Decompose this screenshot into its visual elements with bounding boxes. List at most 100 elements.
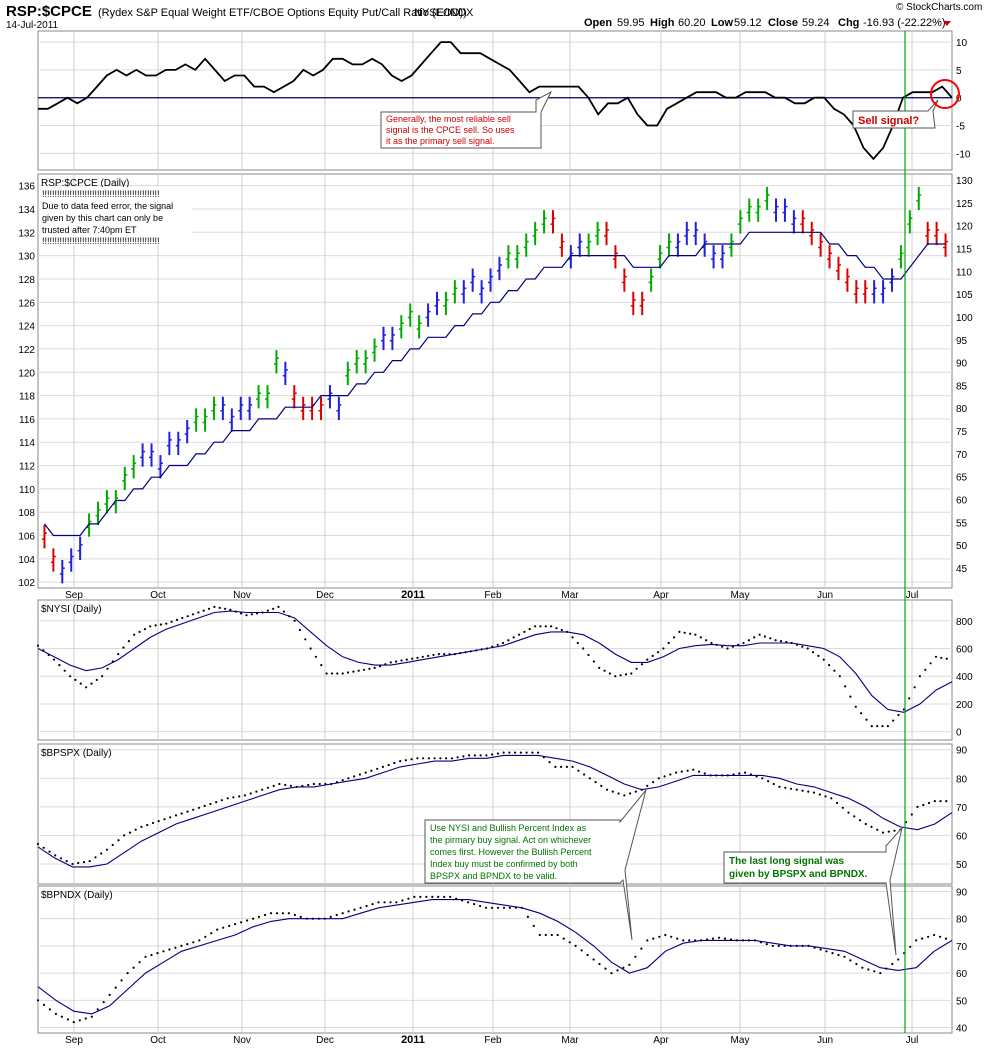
series-point-bpndx	[257, 915, 261, 919]
series-point-bpspx	[876, 828, 879, 831]
series-point-nysi	[678, 630, 681, 634]
y-tick-label-bpndx: 80	[956, 915, 968, 926]
series-point-bpspx	[560, 765, 563, 769]
series-point-bpspx	[65, 860, 68, 863]
series-point-nysi	[828, 664, 831, 667]
series-point-nysi	[683, 631, 686, 634]
x-tick-label: Jun	[817, 1035, 833, 1046]
series-point-nysi	[63, 669, 66, 672]
series-point-nysi	[673, 636, 676, 639]
series-point-bpspx	[410, 758, 413, 761]
series-point-bpndx	[598, 962, 601, 966]
series-point-bpndx	[192, 941, 195, 944]
x-tick-label: Mar	[561, 1035, 579, 1046]
series-point-nysi	[432, 653, 435, 657]
series-point-bpndx	[765, 943, 768, 946]
series-point-bpndx	[556, 933, 559, 937]
y-tick-label-right-price: 125	[956, 199, 973, 210]
x-tick-label: Feb	[484, 590, 502, 601]
series-point-bpndx	[269, 912, 273, 915]
series-point-bpspx	[864, 822, 867, 826]
buy-note-line-3: comes first. However the Bullish Percent	[430, 847, 592, 857]
series-point-bpspx	[744, 771, 747, 774]
series-point-bpspx	[347, 777, 350, 780]
series-point-bpspx	[910, 813, 913, 816]
series-point-nysi	[624, 673, 628, 676]
series-point-nysi	[411, 657, 414, 660]
series-point-bpndx	[210, 932, 213, 935]
series-point-nysi	[710, 641, 713, 645]
series-point-nysi	[357, 669, 360, 672]
sell-note-box	[380, 90, 553, 149]
series-point-bpspx	[473, 754, 476, 757]
series-point-bpspx	[824, 795, 827, 798]
series-point-bpspx	[939, 800, 942, 803]
series-point-nysi	[272, 607, 275, 610]
series-point-bpspx	[100, 852, 103, 855]
series-point-bpspx	[59, 857, 63, 860]
chart-exchange: NYSE/INDX	[414, 7, 474, 19]
y-tick-label-price: 122	[18, 345, 35, 356]
watermark: © StockCharts.com	[896, 2, 982, 13]
y-tick-label-price: 126	[18, 298, 35, 309]
series-point-bpndx	[879, 972, 882, 975]
series-point-nysi	[865, 718, 868, 721]
series-point-nysi	[106, 667, 109, 670]
series-point-bpspx	[180, 812, 183, 815]
y-tick-label-price: 130	[18, 252, 35, 263]
series-point-nysi	[336, 672, 339, 675]
series-point-bpspx	[927, 801, 931, 805]
series-point-bpspx	[209, 802, 212, 806]
y-tick-label-oscillator: -10	[956, 149, 971, 160]
series-point-nysi	[640, 663, 644, 666]
series-point-nysi	[571, 636, 574, 639]
series-point-bpspx	[462, 755, 465, 758]
series-point-nysi	[427, 654, 430, 658]
series-point-bpspx	[577, 769, 580, 772]
open-value: 59.95	[617, 17, 645, 29]
x-tick-label: Jun	[817, 590, 833, 601]
series-point-bpndx	[120, 979, 123, 982]
series-point-nysi	[159, 623, 162, 626]
series-point-bpspx	[893, 829, 896, 832]
series-point-nysi	[117, 653, 120, 656]
series-point-nysi	[95, 678, 98, 682]
series-point-bpspx	[307, 783, 310, 787]
series-point-bpspx	[157, 820, 160, 823]
series-point-bpndx	[831, 952, 834, 955]
series-point-nysi	[85, 686, 88, 689]
series-point-nysi	[769, 637, 772, 640]
series-point-nysi	[149, 625, 152, 628]
series-point-bpspx	[623, 794, 626, 797]
series-point-nysi	[213, 605, 216, 609]
y-tick-label-bpndx: 70	[956, 942, 968, 953]
series-point-bpspx	[203, 804, 206, 808]
series-point-bpndx	[419, 895, 422, 899]
series-point-nysi	[405, 658, 408, 661]
series-point-nysi	[133, 633, 136, 636]
series-point-nysi	[656, 651, 660, 654]
series-point-nysi	[127, 640, 130, 643]
series-point-nysi	[619, 674, 622, 677]
series-point-nysi	[801, 645, 804, 648]
series-line-moving-average	[37, 610, 953, 713]
series-point-bpndx	[592, 958, 595, 961]
long-signal-callout: The last long signal was given by BPSPX …	[723, 827, 903, 956]
series-point-nysi	[689, 632, 692, 635]
series-point-bpndx	[431, 895, 434, 899]
series-point-bpspx	[146, 823, 149, 827]
series-point-nysi	[400, 659, 403, 662]
series-point-nysi	[309, 647, 312, 650]
series-point-bpspx	[105, 848, 109, 851]
series-point-bpspx	[525, 751, 528, 754]
series-point-bpndx	[771, 944, 774, 948]
series-point-nysi	[870, 725, 873, 728]
series-point-nysi	[897, 713, 900, 717]
series-point-nysi	[849, 695, 852, 698]
series-point-nysi	[945, 657, 948, 660]
series-point-bpndx	[670, 935, 673, 938]
series-point-bpspx	[922, 803, 925, 807]
series-point-bpndx	[389, 901, 392, 904]
series-point-bpndx	[162, 950, 165, 953]
series-point-bpspx	[174, 814, 178, 817]
